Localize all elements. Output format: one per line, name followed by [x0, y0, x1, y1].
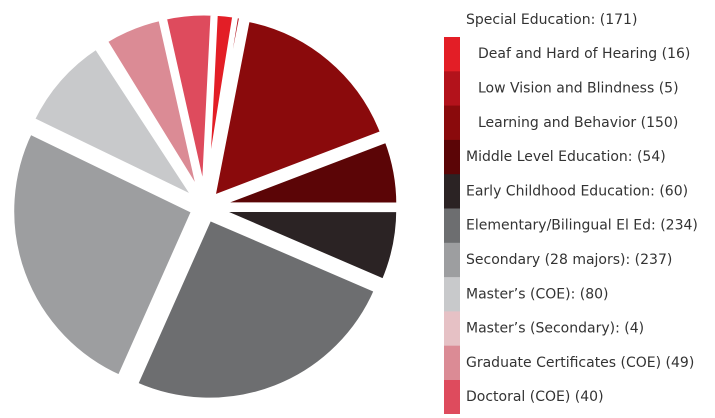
legend: Special Education: (171) Deaf and Hard o…: [444, 12, 698, 415]
pie-slice: [132, 214, 380, 403]
legend-swatch: [444, 380, 460, 415]
pie-slice: [9, 128, 197, 381]
legend-label: Graduate Certificates (COE) (49): [466, 355, 694, 371]
legend-label: Learning and Behavior (150): [478, 115, 678, 131]
legend-label: Early Childhood Education: (60): [466, 183, 688, 199]
legend-label: Secondary (28 majors): (237): [466, 252, 672, 268]
legend-swatch: [444, 242, 460, 278]
legend-label: Middle Level Education: (54): [466, 149, 666, 165]
legend-swatch: [444, 37, 460, 72]
pie-slice: [101, 15, 203, 198]
legend-swatch: [444, 208, 460, 244]
legend-header: Special Education: (171): [466, 12, 637, 28]
legend-label: Master’s (Secondary): (4): [466, 321, 644, 337]
legend-swatch: [444, 277, 460, 312]
legend-swatch: [444, 311, 460, 347]
legend-swatch: [444, 139, 460, 175]
legend-swatch: [444, 105, 460, 141]
pie-slice: [209, 16, 387, 202]
pie-slice: [28, 43, 204, 206]
pie-slice: [215, 136, 402, 208]
pie-slice: [204, 12, 245, 196]
legend-label: Master’s (COE): (80): [466, 286, 608, 302]
legend-swatch: [444, 345, 460, 381]
legend-swatch: [444, 71, 460, 107]
legend-label: Doctoral (COE) (40): [466, 389, 604, 405]
pie-slice: [215, 206, 402, 285]
legend-label: Deaf and Hard of Hearing (16): [478, 46, 690, 62]
pie: [9, 10, 402, 403]
pie-slice: [161, 10, 216, 196]
legend-swatch: [444, 174, 460, 209]
legend-label: Low Vision and Blindness (5): [478, 80, 679, 96]
legend-label: Elementary/Bilingual El Ed: (234): [466, 218, 698, 234]
